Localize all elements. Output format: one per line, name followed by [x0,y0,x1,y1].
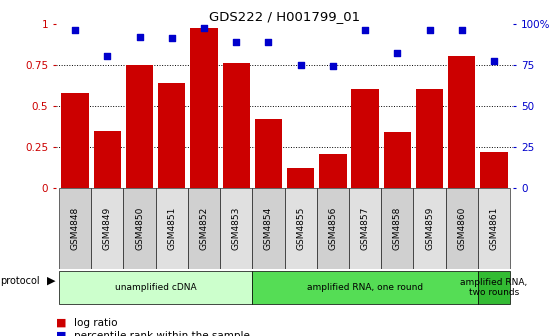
Point [103,54,112,59]
Point [393,50,402,56]
Text: GSM4859: GSM4859 [425,207,434,250]
Bar [478,188,510,269]
Bar [61,93,89,188]
Text: ■: ■ [56,331,66,336]
Bar [252,188,285,269]
Text: GSM4860: GSM4860 [458,207,466,250]
Text: GSM4856: GSM4856 [329,207,338,250]
Point [264,39,273,44]
Bar [94,131,121,188]
FancyBboxPatch shape [252,271,478,304]
Text: protocol: protocol [0,276,40,286]
Text: GSM4858: GSM4858 [393,207,402,250]
Bar [448,56,475,188]
Text: GSM4855: GSM4855 [296,207,305,250]
Text: GSM4851: GSM4851 [167,207,176,250]
Point [167,36,176,41]
Point [425,28,434,33]
Bar [285,188,317,269]
Bar [317,188,349,269]
Text: GSM4852: GSM4852 [200,207,209,250]
Bar [413,188,446,269]
Bar [349,188,381,269]
Point [458,28,466,33]
Bar [287,168,314,188]
Text: GSM4848: GSM4848 [71,207,80,250]
Bar [416,89,443,188]
Bar [319,154,347,188]
Text: GSM4853: GSM4853 [232,207,240,250]
Bar [480,152,508,188]
Text: GSM4861: GSM4861 [489,207,498,250]
Text: unamplified cDNA: unamplified cDNA [115,283,196,292]
Point [329,64,338,69]
Bar [158,83,185,188]
Text: ■: ■ [56,318,66,328]
Text: GDS222 / H001799_01: GDS222 / H001799_01 [209,10,360,23]
Bar [384,132,411,188]
Bar [123,188,156,269]
Bar [190,29,218,188]
Text: GSM4850: GSM4850 [135,207,144,250]
Bar [220,188,252,269]
Point [135,34,144,39]
Bar [126,65,153,188]
Bar [156,188,188,269]
Bar [223,63,250,188]
Bar [59,188,92,269]
Text: log ratio: log ratio [74,318,117,328]
Point [71,28,80,33]
Point [200,26,209,31]
Text: GSM4857: GSM4857 [360,207,369,250]
Bar [92,188,123,269]
Point [296,62,305,68]
Bar [255,119,282,188]
FancyBboxPatch shape [59,271,252,304]
Text: amplified RNA,
two rounds: amplified RNA, two rounds [460,278,528,297]
Point [232,39,240,44]
Bar [381,188,413,269]
Text: amplified RNA, one round: amplified RNA, one round [307,283,423,292]
Text: GSM4849: GSM4849 [103,207,112,250]
Bar [446,188,478,269]
Point [489,59,498,64]
Text: ▶: ▶ [47,276,56,286]
Text: percentile rank within the sample: percentile rank within the sample [74,331,249,336]
Bar [352,89,379,188]
FancyBboxPatch shape [478,271,510,304]
Text: GSM4854: GSM4854 [264,207,273,250]
Bar [188,188,220,269]
Point [360,28,369,33]
